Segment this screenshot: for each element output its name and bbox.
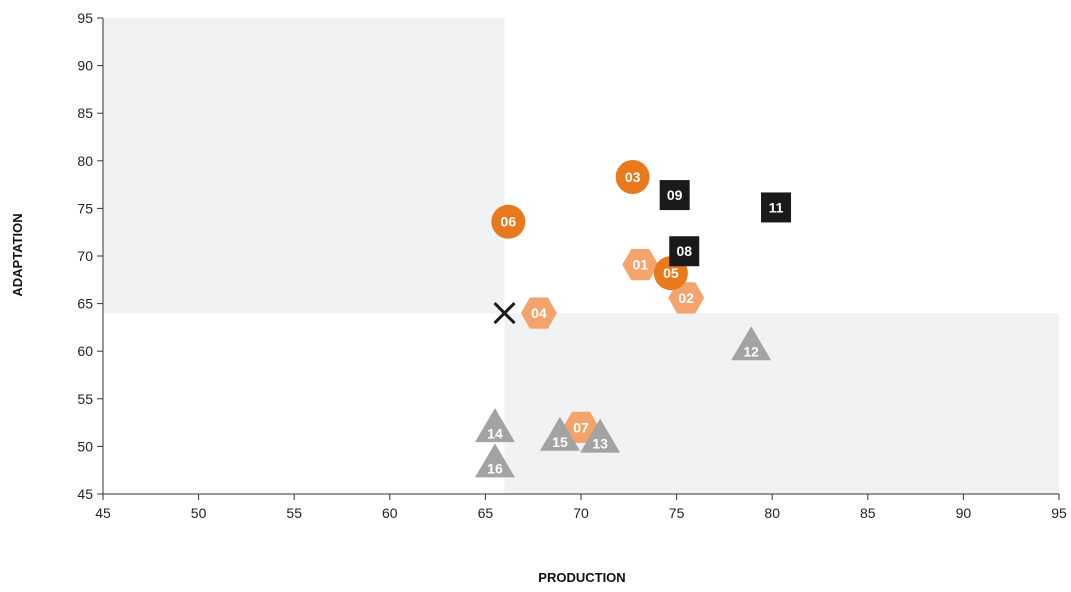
point-marker [615, 159, 650, 194]
point-01: 01 [622, 249, 659, 281]
point-marker [622, 249, 659, 281]
shaded-region-2 [504, 313, 1059, 494]
point-marker [580, 418, 621, 453]
point-label: 07 [573, 419, 589, 435]
point-15: 15 [539, 416, 580, 451]
point-marker [539, 416, 580, 451]
point-04: 04 [520, 297, 557, 329]
point-12: 12 [731, 326, 772, 361]
x-tick-label: 65 [478, 505, 494, 521]
y-tick-label: 90 [77, 58, 93, 74]
shaded-regions [103, 18, 1059, 494]
y-tick-label: 85 [77, 105, 93, 121]
point-09: 09 [659, 180, 690, 211]
point-07: 07 [563, 411, 599, 443]
x-tick-label: 70 [573, 505, 589, 521]
y-axis-title: ADAPTATION [10, 213, 25, 296]
point-label: 15 [552, 434, 568, 450]
point-marker [474, 443, 515, 478]
y-tick-label: 60 [77, 343, 93, 359]
point-02: 02 [668, 282, 705, 314]
point-03: 03 [615, 159, 650, 194]
x-axis-title: PRODUCTION [538, 570, 625, 585]
y-tick-label: 75 [77, 200, 93, 216]
point-label: 08 [676, 243, 692, 259]
x-tick-label: 90 [956, 505, 972, 521]
point-label: 14 [487, 425, 503, 441]
point-label: 01 [632, 257, 648, 273]
point-marker [659, 180, 690, 211]
point-marker [520, 297, 557, 329]
y-tick-label: 70 [77, 248, 93, 264]
x-tick-label: 95 [1051, 505, 1067, 521]
y-tick-label: 65 [77, 296, 93, 312]
x-tick-label: 55 [286, 505, 302, 521]
point-label: 05 [663, 265, 679, 281]
point-label: 12 [743, 343, 759, 359]
y-tick-label: 55 [77, 391, 93, 407]
x-tick-label: 50 [191, 505, 207, 521]
y-tick-label: 80 [77, 153, 93, 169]
point-16: 16 [474, 443, 515, 478]
y-tick-label: 45 [77, 486, 93, 502]
point-06: 06 [491, 204, 526, 239]
divider-x-marker [493, 302, 516, 325]
point-label: 11 [769, 199, 784, 215]
point-label: 09 [667, 187, 683, 203]
point-label: 16 [487, 460, 503, 476]
point-marker [761, 192, 792, 223]
point-marker [474, 408, 515, 443]
divider-marker [493, 302, 516, 325]
point-marker [669, 236, 700, 267]
y-tick-label: 95 [77, 10, 93, 26]
point-14: 14 [474, 408, 515, 443]
point-label: 13 [592, 436, 608, 452]
point-label: 06 [501, 214, 517, 230]
point-label: 02 [678, 290, 694, 306]
data-points: 01 02 03 04 05 06 07 08 09 11 12 13 14 15 16 [474, 159, 792, 478]
x-tick-label: 60 [382, 505, 398, 521]
point-marker [731, 326, 772, 361]
point-13: 13 [580, 418, 621, 453]
x-tick-label: 80 [764, 505, 780, 521]
point-label: 04 [531, 305, 547, 321]
x-tick-label: 85 [860, 505, 876, 521]
x-tick-label: 75 [669, 505, 685, 521]
point-11: 11 [761, 192, 792, 223]
y-tick-label: 50 [77, 438, 93, 454]
point-label: 03 [625, 169, 641, 185]
point-marker [563, 411, 599, 443]
point-marker [668, 282, 705, 314]
tick-labels: 45 50 55 60 65 70 75 80 85 90 95 45 50 55 60 65 70 75 80 85… [77, 10, 1067, 521]
point-08: 08 [669, 236, 700, 267]
x-tick-label: 45 [95, 505, 111, 521]
point-marker [491, 204, 526, 239]
shaded-region-1 [103, 18, 505, 314]
